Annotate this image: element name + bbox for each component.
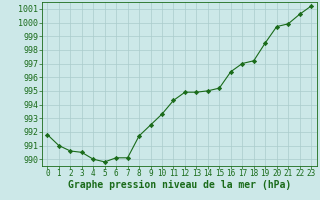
X-axis label: Graphe pression niveau de la mer (hPa): Graphe pression niveau de la mer (hPa) xyxy=(68,180,291,190)
